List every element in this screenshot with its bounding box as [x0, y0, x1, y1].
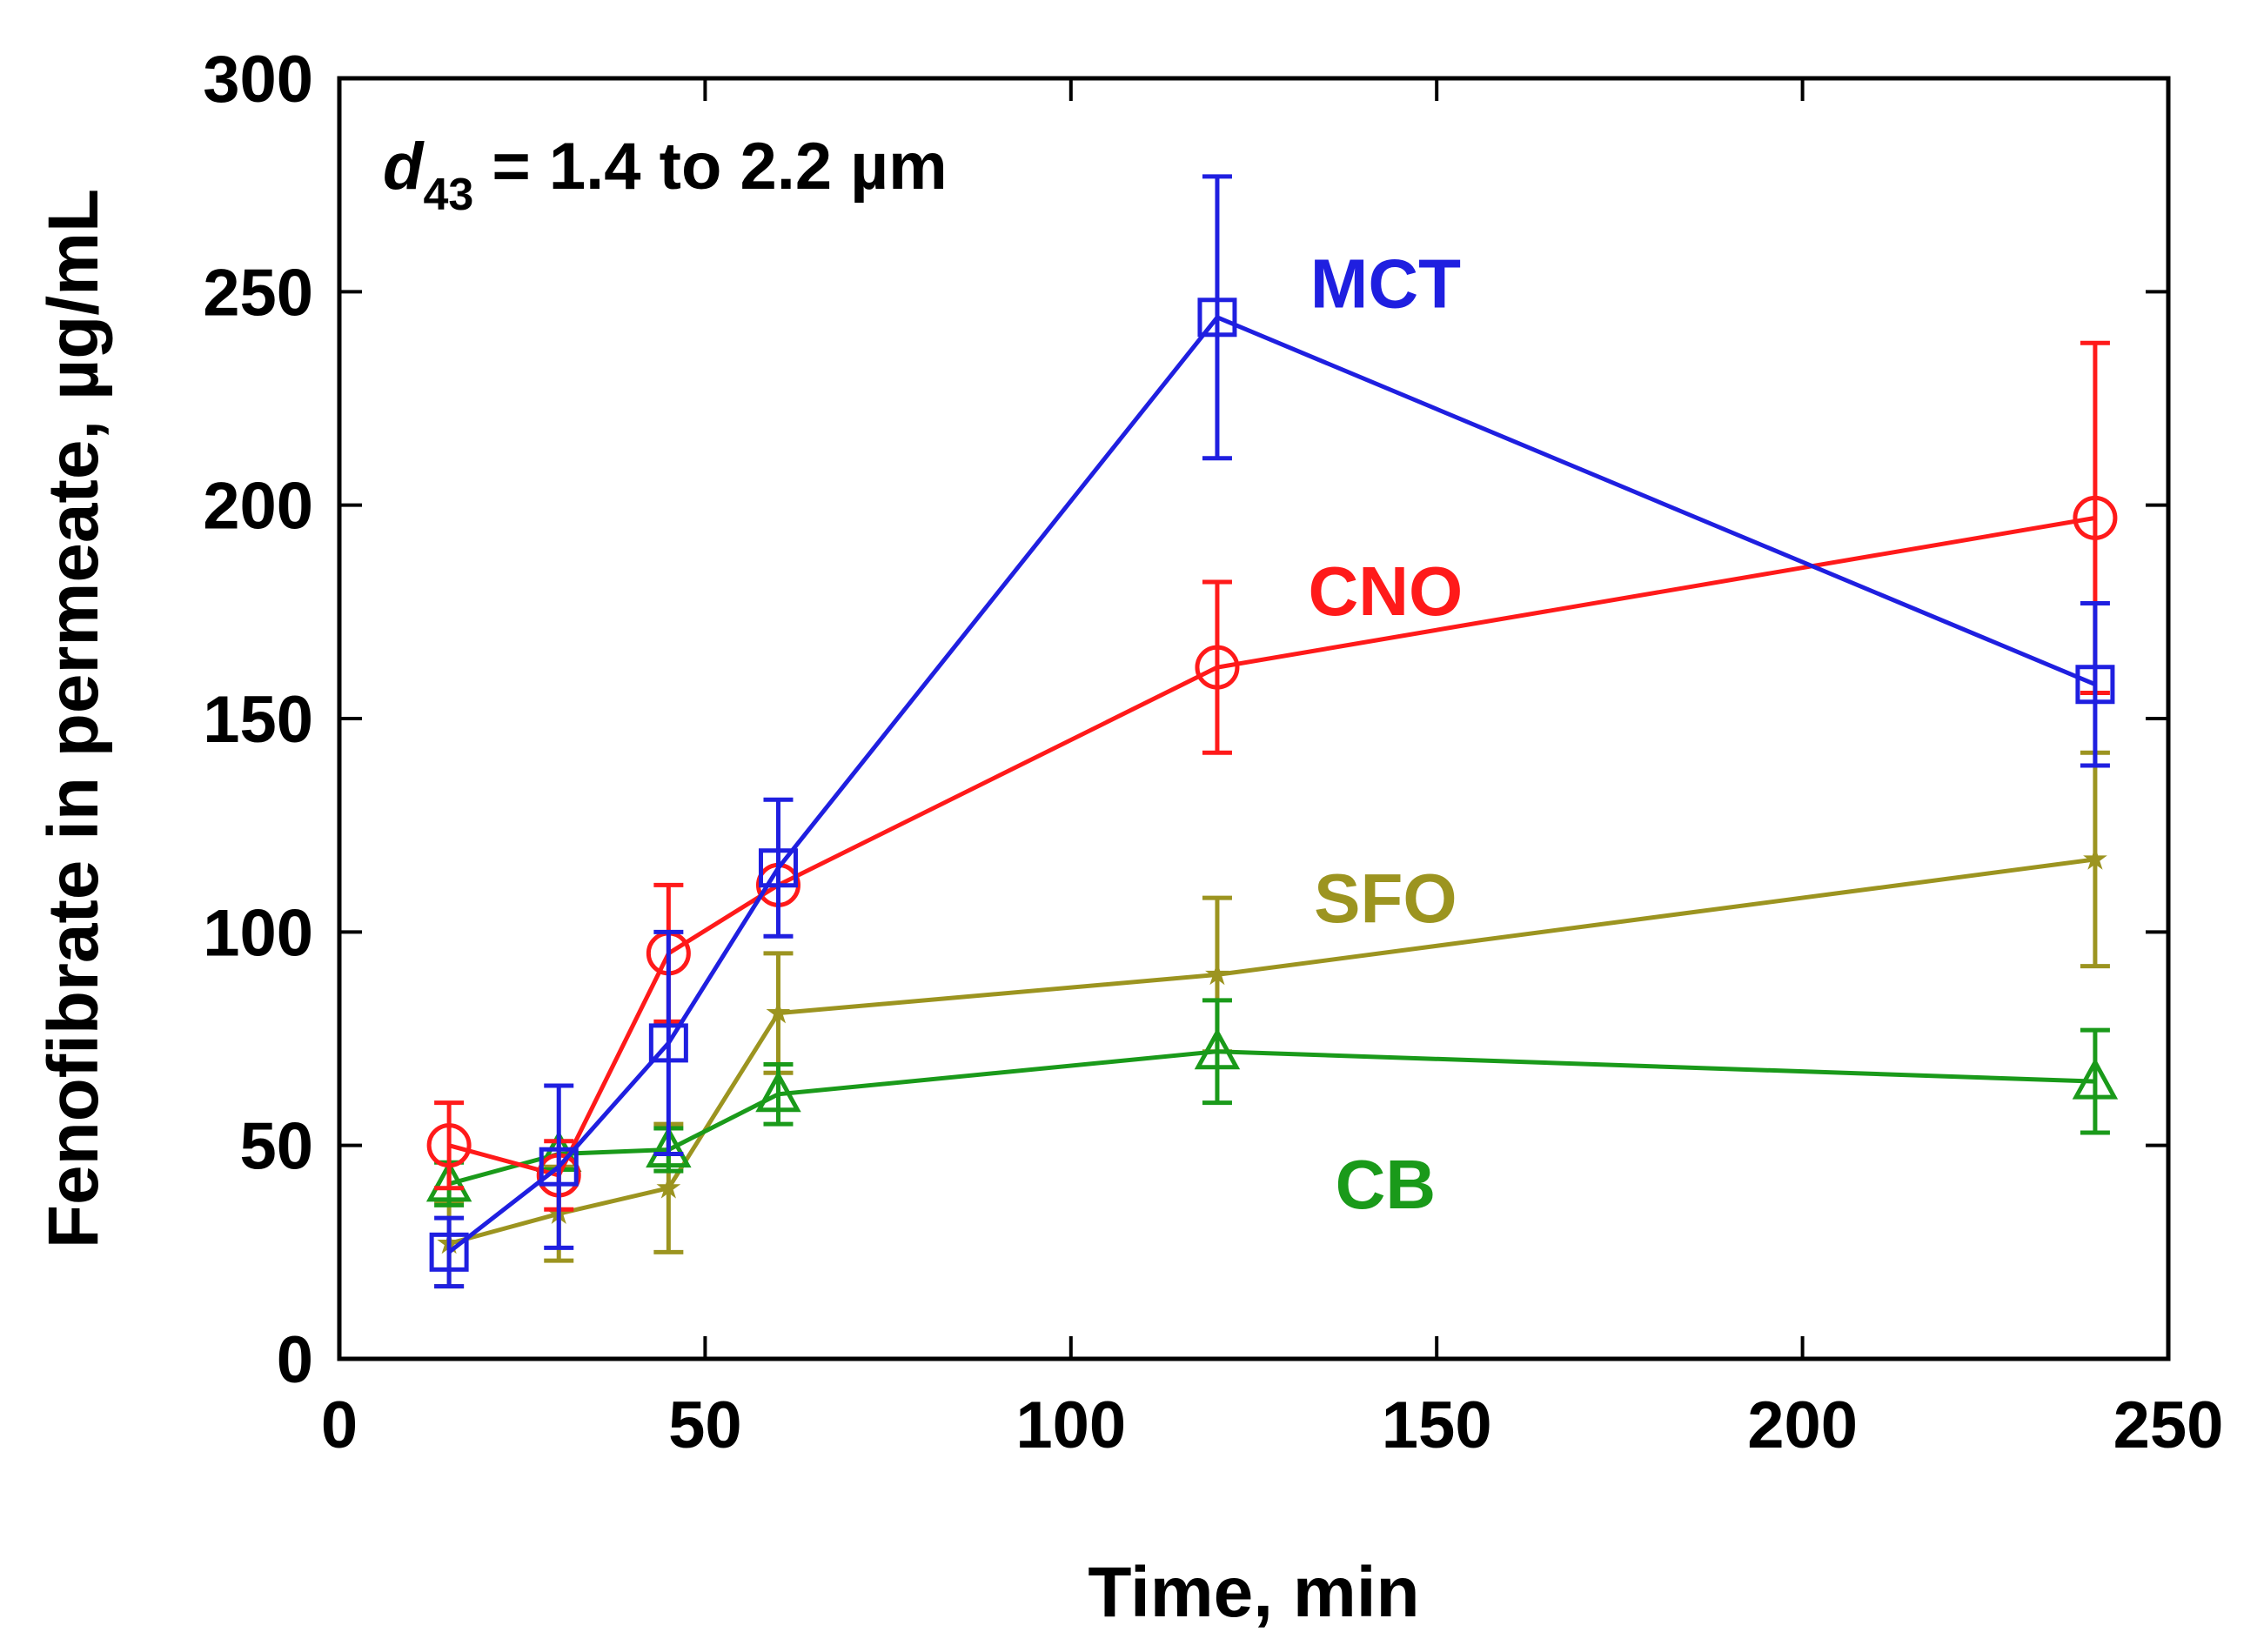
marker-circle — [2073, 495, 2118, 540]
marker-square — [758, 848, 798, 888]
annotation: d43 = 1.4 to 2.2 µm — [383, 130, 948, 220]
series-labels: MCT CNO SFO CB — [1308, 245, 1463, 1223]
series-label-mct: MCT — [1310, 245, 1461, 323]
y-tick-label: 300 — [203, 43, 313, 117]
data-point — [1205, 961, 1229, 986]
marker-triangle — [646, 1126, 692, 1168]
marker-square — [2075, 665, 2115, 705]
marker-circle — [426, 1123, 472, 1168]
series-label-cno: CNO — [1308, 552, 1463, 630]
marker-circle — [1195, 645, 1240, 690]
y-tick-label: 100 — [203, 896, 313, 970]
marker-square — [648, 1023, 688, 1063]
marker-star — [766, 1000, 791, 1024]
data-point — [2072, 1057, 2119, 1100]
x-tick-label: 150 — [1382, 1388, 1492, 1462]
data-point — [2083, 846, 2107, 870]
series-layer — [425, 174, 2119, 1289]
data-point — [646, 1126, 692, 1168]
data-point — [755, 1070, 801, 1113]
axis-ticks: 0 50 100 150 200 250 0 50 100 150 200 250 300 — [203, 43, 2223, 1462]
marker-triangle — [1194, 1027, 1241, 1070]
data-point — [426, 1123, 472, 1168]
series-label-sfo: SFO — [1314, 859, 1457, 937]
data-point — [648, 1023, 688, 1063]
x-tick-label: 250 — [2113, 1388, 2224, 1462]
x-tick-label: 50 — [668, 1388, 742, 1462]
data-point — [758, 848, 798, 888]
y-axis-title: Fenofibrate in permeate, µg/mL — [34, 189, 113, 1248]
data-point — [539, 1147, 579, 1187]
data-point — [1197, 298, 1237, 338]
x-tick-label: 0 — [321, 1388, 358, 1462]
y-tick-label: 50 — [239, 1110, 313, 1184]
data-point — [656, 1175, 681, 1199]
series-label-cb: CB — [1336, 1146, 1437, 1223]
x-tick-label: 100 — [1015, 1388, 1126, 1462]
data-point — [1195, 645, 1240, 690]
series-line — [448, 857, 2096, 1246]
marker-triangle — [425, 1160, 472, 1202]
data-point — [2073, 495, 2118, 540]
marker-square — [429, 1232, 469, 1272]
marker-star — [2083, 846, 2107, 870]
y-tick-label: 250 — [203, 256, 313, 330]
data-point — [425, 1160, 472, 1202]
marker-square — [1197, 298, 1237, 338]
data-point — [766, 1000, 791, 1024]
data-point — [2075, 665, 2115, 705]
marker-star — [656, 1175, 681, 1199]
marker-star — [1205, 961, 1229, 986]
x-tick-label: 200 — [1747, 1388, 1858, 1462]
data-point — [1194, 1027, 1241, 1070]
y-tick-label: 0 — [277, 1323, 313, 1397]
marker-triangle — [755, 1070, 801, 1113]
annotation-text: = 1.4 to 2.2 µm — [473, 130, 947, 204]
series-mct — [429, 174, 2115, 1289]
annotation-symbol: d — [383, 130, 425, 204]
marker-square — [539, 1147, 579, 1187]
annotation-subscript: 43 — [423, 170, 473, 220]
y-tick-label: 200 — [203, 470, 313, 544]
y-tick-label: 150 — [203, 683, 313, 757]
marker-triangle — [2072, 1057, 2119, 1100]
data-point — [429, 1232, 469, 1272]
x-axis-title: Time, min — [1088, 1553, 1419, 1632]
